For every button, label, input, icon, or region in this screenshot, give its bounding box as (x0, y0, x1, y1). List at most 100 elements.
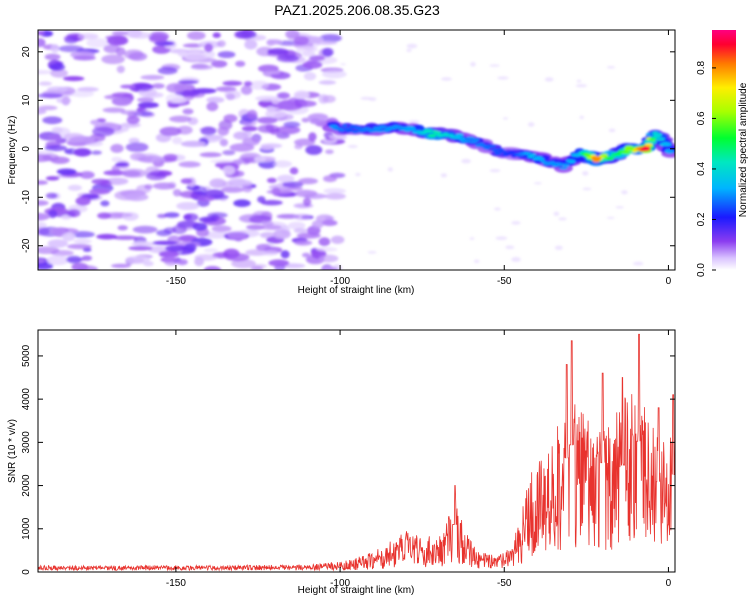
noise-blob (321, 219, 338, 226)
noise-blob (295, 45, 318, 53)
ridge-blob (666, 149, 675, 154)
ridge-blob (472, 138, 480, 142)
noise-blob (308, 132, 317, 142)
noise-blob (180, 140, 206, 147)
noise-blob (76, 265, 98, 270)
spectrogram-y-axis-label: Frequency (Hz) (7, 116, 18, 185)
noise-blob (289, 167, 299, 175)
noise-blob (116, 65, 125, 74)
ridge-hotspot (624, 146, 634, 152)
noise-blob (96, 233, 118, 240)
y-tick-label: 3000 (21, 431, 32, 454)
noise-blob (204, 231, 230, 239)
snr-x-ticks: -150 -100 -50 0 (166, 330, 672, 589)
noise-blob (157, 66, 178, 75)
snr-line (38, 333, 675, 572)
noise-blob (368, 97, 377, 102)
x-tick-label: -50 (497, 578, 512, 589)
noise-blob (233, 131, 249, 140)
colorbar-label: Normalized spectral amplitude (738, 82, 749, 217)
noise-blob (242, 137, 260, 146)
noise-blob (91, 178, 110, 185)
noise-blob (355, 172, 361, 177)
noise-blob (315, 247, 338, 252)
noise-blob (158, 250, 180, 258)
noise-blob (75, 196, 91, 206)
noise-blob (132, 225, 158, 234)
noise-blob (38, 180, 48, 185)
noise-blob (582, 187, 592, 191)
spectrogram-y-ticks: -20 -10 0 10 20 (21, 46, 675, 253)
noise-blob (172, 136, 183, 145)
noise-blob (97, 212, 112, 219)
noise-blob (125, 142, 149, 152)
noise-blob (180, 178, 193, 184)
ridge-blob (549, 161, 556, 165)
noise-blob (303, 72, 317, 81)
noise-blob (319, 34, 342, 43)
x-tick-label: -150 (166, 276, 186, 287)
noise-blob (323, 175, 337, 183)
signal-ridge (322, 121, 675, 173)
noise-blob (246, 224, 265, 231)
noise-blob (50, 68, 68, 78)
y-tick-label: 1000 (21, 517, 32, 540)
noise-blob (283, 121, 301, 128)
noise-blob (229, 234, 249, 240)
noise-blob (164, 212, 180, 218)
colorbar-tick-label: 0.6 (696, 111, 707, 125)
noise-blob (558, 217, 567, 221)
noise-blob (250, 266, 264, 270)
noise-blob (112, 235, 139, 240)
noise-blob (360, 96, 372, 100)
y-tick-label: -10 (21, 190, 32, 205)
noise-blob (126, 115, 140, 125)
noise-blob (235, 60, 246, 67)
x-tick-label: -100 (330, 276, 350, 287)
noise-blob (232, 159, 245, 164)
noise-blob (502, 117, 509, 120)
snr-plot: -150 -100 -50 0 0 1000 2000 3000 4000 5000 Heigh… (7, 329, 676, 596)
noise-blob (120, 84, 135, 89)
noise-blob (86, 38, 109, 48)
noise-blob (606, 66, 616, 69)
noise-blob (260, 200, 283, 206)
noise-blob (259, 224, 283, 230)
colorbar: 0.0 0.2 0.4 0.6 0.8 Normalized spectral ampl… (696, 30, 749, 277)
noise-blob (271, 187, 281, 197)
noise-blob (135, 83, 153, 91)
noise-blob (38, 93, 63, 99)
noise-blob (64, 36, 78, 44)
ridge-blob (403, 128, 412, 133)
noise-blob (273, 229, 291, 239)
noise-blob (50, 44, 60, 54)
noise-blob (204, 266, 221, 270)
noise-blob (167, 103, 180, 108)
noise-blob (166, 83, 186, 93)
noise-blob (261, 250, 279, 256)
ridge-blob (621, 151, 631, 155)
ridge-blob (524, 152, 531, 155)
noise-blob (293, 213, 311, 221)
noise-blob (209, 159, 235, 164)
noise-blob (285, 30, 300, 39)
noise-blob (137, 102, 159, 109)
noise-blob (340, 63, 346, 66)
noise-blob (63, 76, 85, 82)
noise-blob (328, 134, 347, 140)
ridge-blob (341, 124, 348, 128)
noise-blob (222, 80, 243, 86)
noise-blob (511, 257, 521, 262)
noise-blob (440, 173, 448, 178)
noise-blob (62, 232, 76, 242)
noise-blob (302, 252, 311, 258)
noise-blob (38, 108, 47, 115)
noise-blob (606, 216, 615, 219)
noise-blob (318, 237, 331, 247)
noise-blob (182, 108, 194, 115)
noise-blob (212, 32, 221, 38)
noise-blob (38, 30, 45, 36)
snr-x-axis-label: Height of straight line (km) (298, 585, 415, 596)
noise-blob (321, 70, 347, 79)
